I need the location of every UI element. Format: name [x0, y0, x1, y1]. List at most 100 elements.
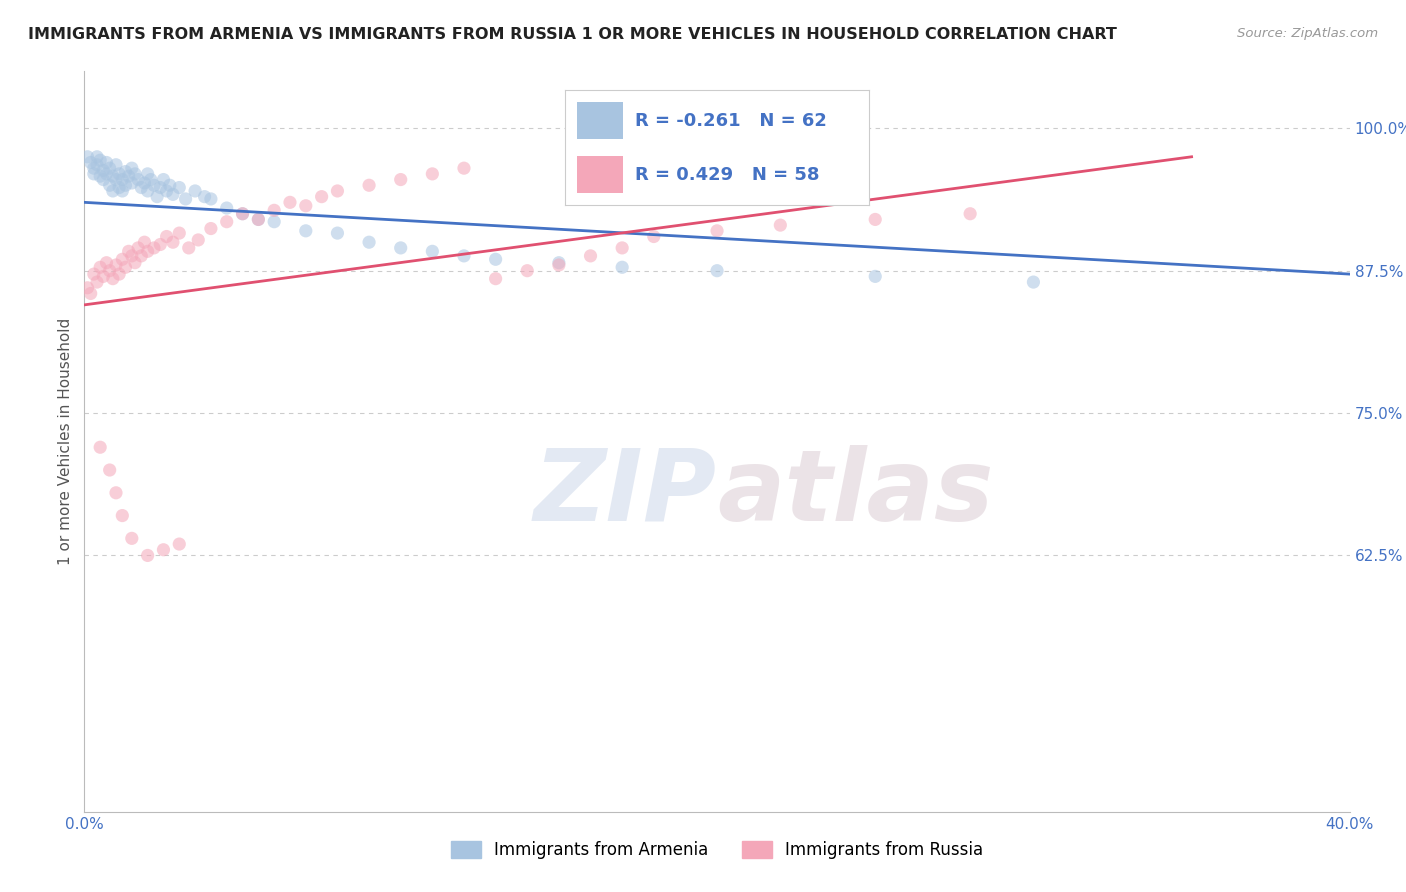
Point	[129, 180, 153, 194]
Point	[118, 169, 141, 183]
Point	[98, 161, 121, 176]
Point	[105, 172, 127, 186]
Y-axis label: 1 or more Vehicles in Household: 1 or more Vehicles in Household	[58, 318, 73, 566]
Point	[136, 549, 159, 563]
Point	[93, 163, 115, 178]
Point	[127, 241, 149, 255]
Point	[118, 244, 141, 259]
Point	[200, 192, 222, 206]
Point	[79, 155, 103, 169]
Point	[184, 184, 207, 198]
Point	[124, 167, 146, 181]
Point	[278, 195, 301, 210]
Legend: Immigrants from Armenia, Immigrants from Russia: Immigrants from Armenia, Immigrants from…	[451, 841, 983, 859]
Point	[169, 180, 191, 194]
Point	[108, 267, 131, 281]
Point	[215, 215, 238, 229]
Point	[174, 192, 197, 206]
Point	[1022, 275, 1045, 289]
Point	[121, 532, 143, 546]
Point	[114, 164, 136, 178]
Point	[453, 249, 475, 263]
Point	[136, 167, 159, 181]
Point	[200, 221, 222, 235]
Point	[643, 229, 665, 244]
Text: ZIP: ZIP	[534, 445, 717, 541]
Point	[124, 256, 146, 270]
Point	[111, 184, 134, 198]
Text: atlas: atlas	[717, 445, 994, 541]
Point	[484, 252, 508, 267]
Point	[136, 184, 159, 198]
Point	[101, 271, 124, 285]
Point	[76, 150, 98, 164]
Point	[146, 189, 169, 203]
Point	[89, 169, 111, 183]
Point	[83, 267, 105, 281]
Point	[136, 244, 159, 259]
Point	[108, 167, 131, 181]
Point	[422, 244, 444, 259]
Point	[96, 155, 118, 169]
Point	[134, 176, 156, 190]
Point	[129, 249, 153, 263]
Point	[169, 226, 191, 240]
Point	[96, 256, 118, 270]
Point	[89, 260, 111, 275]
Point	[959, 207, 981, 221]
Point	[769, 218, 792, 232]
Point	[89, 440, 111, 454]
Point	[101, 169, 124, 183]
Point	[105, 485, 127, 500]
Point	[548, 256, 571, 270]
Point	[86, 150, 108, 164]
Point	[101, 184, 124, 198]
Text: IMMIGRANTS FROM ARMENIA VS IMMIGRANTS FROM RUSSIA 1 OR MORE VEHICLES IN HOUSEHOL: IMMIGRANTS FROM ARMENIA VS IMMIGRANTS FR…	[28, 27, 1116, 42]
Point	[169, 537, 191, 551]
Point	[86, 158, 108, 172]
Point	[89, 153, 111, 168]
Point	[155, 229, 177, 244]
Point	[121, 176, 143, 190]
Point	[326, 226, 349, 240]
Point	[111, 508, 134, 523]
Point	[159, 178, 181, 193]
Point	[121, 249, 143, 263]
Point	[579, 249, 602, 263]
Point	[114, 260, 136, 275]
Point	[193, 189, 217, 203]
Point	[96, 167, 118, 181]
Point	[143, 241, 166, 255]
Point	[295, 199, 318, 213]
Point	[311, 189, 333, 203]
Point	[134, 235, 156, 250]
Point	[121, 161, 143, 176]
Point	[162, 235, 184, 250]
Point	[86, 275, 108, 289]
Point	[215, 201, 238, 215]
Point	[612, 260, 634, 275]
Point	[152, 542, 174, 557]
Point	[326, 184, 349, 198]
Point	[93, 172, 115, 186]
Point	[548, 258, 571, 272]
Point	[139, 172, 162, 186]
Point	[155, 184, 177, 198]
Point	[263, 203, 285, 218]
Point	[247, 212, 270, 227]
Point	[162, 187, 184, 202]
Point	[83, 167, 105, 181]
Point	[389, 172, 412, 186]
Point	[247, 212, 270, 227]
Point	[357, 235, 380, 250]
Point	[149, 237, 172, 252]
Point	[453, 161, 475, 176]
Point	[98, 463, 121, 477]
Point	[612, 241, 634, 255]
Point	[105, 158, 127, 172]
Point	[231, 207, 254, 221]
Point	[93, 269, 115, 284]
Point	[863, 269, 887, 284]
Point	[79, 286, 103, 301]
Point	[706, 224, 728, 238]
